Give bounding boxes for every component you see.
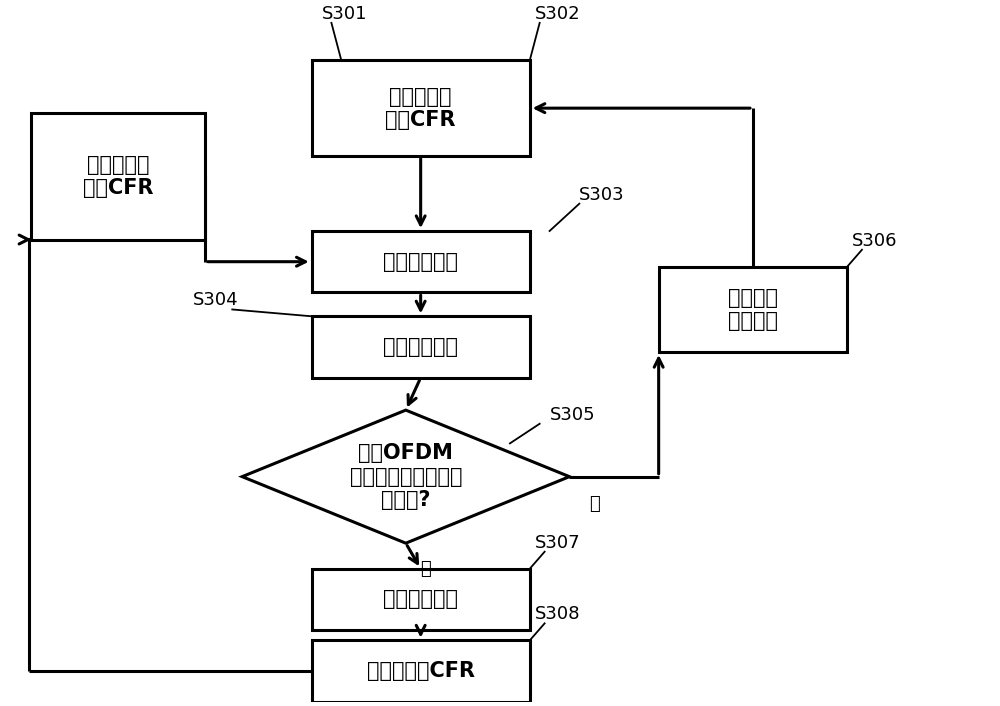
Text: 取下一个
训练导频: 取下一个 训练导频 [728,288,778,331]
Text: 估计数据处CFR: 估计数据处CFR [367,661,475,681]
Text: 计算误差信号: 计算误差信号 [383,252,458,272]
Text: 估计插值导
频处CFR: 估计插值导 频处CFR [83,155,153,198]
Text: S308: S308 [535,605,580,623]
Text: S305: S305 [550,406,595,424]
Text: S302: S302 [535,5,580,23]
Text: S306: S306 [852,232,898,250]
Text: S304: S304 [193,292,238,309]
Text: 是: 是 [420,561,431,578]
FancyBboxPatch shape [312,569,530,630]
Text: 当前OFDM
符号中训练导频全部
训练完?: 当前OFDM 符号中训练导频全部 训练完? [350,443,462,510]
Polygon shape [242,410,569,543]
FancyBboxPatch shape [312,316,530,378]
Text: S303: S303 [579,186,625,204]
Text: 否: 否 [589,495,600,513]
FancyBboxPatch shape [312,61,530,156]
FancyBboxPatch shape [312,640,530,702]
Text: 输出插值系数: 输出插值系数 [383,590,458,609]
FancyBboxPatch shape [659,267,847,352]
Text: 更新抽头系数: 更新抽头系数 [383,337,458,357]
Text: S301: S301 [322,5,367,23]
Text: S307: S307 [535,534,580,551]
FancyBboxPatch shape [31,113,205,239]
FancyBboxPatch shape [312,231,530,292]
Text: 估计训练导
频处CFR: 估计训练导 频处CFR [385,87,456,130]
